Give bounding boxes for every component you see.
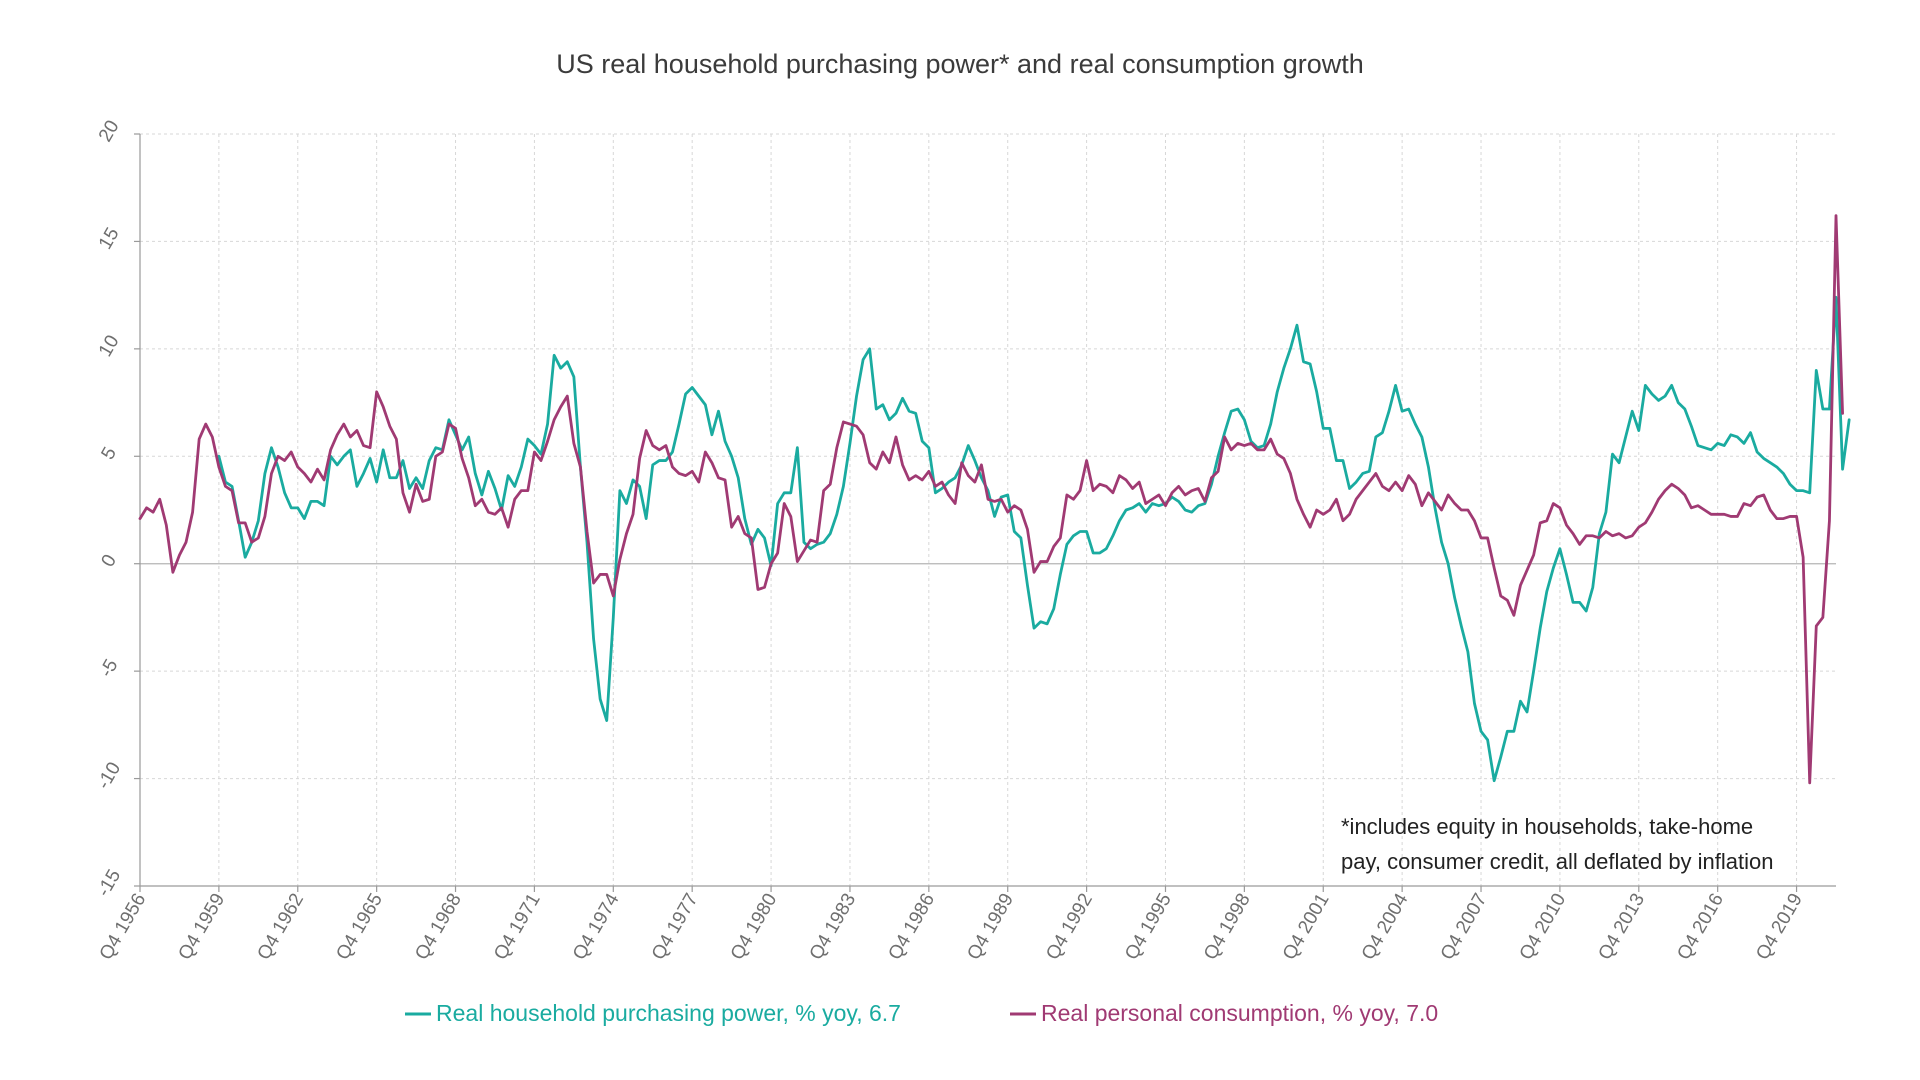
y-tick-label: -10: [93, 759, 125, 793]
x-tick-label: Q4 1998: [1200, 890, 1255, 964]
x-tick-label: Q4 2019: [1752, 890, 1807, 964]
x-tick-label: Q4 1971: [490, 890, 545, 964]
y-tick-label: 0: [97, 551, 120, 571]
x-tick-label: Q4 1983: [806, 890, 861, 964]
y-tick-label: -5: [96, 656, 123, 681]
axes: [139, 134, 1836, 887]
y-axis-ticks: 20 15 10 5 0 -5 -10 -15: [93, 117, 140, 900]
y-tick-label: 20: [95, 117, 124, 146]
legend-label-consumption: Real personal consumption, % yoy, 7.0: [1041, 1000, 1438, 1026]
x-tick-label: Q4 1974: [569, 890, 624, 964]
x-tick-label: Q4 2007: [1437, 890, 1492, 964]
y-tick-label: 5: [97, 444, 120, 464]
x-tick-label: Q4 1956: [96, 890, 151, 964]
x-tick-label: Q4 1962: [253, 890, 308, 964]
legend-item-consumption: Real personal consumption, % yoy, 7.0: [1010, 1000, 1438, 1026]
legend-label-purchasing-power: Real household purchasing power, % yoy, …: [436, 1000, 901, 1026]
x-tick-label: Q4 1986: [885, 890, 940, 964]
chart-title: US real household purchasing power* and …: [556, 49, 1363, 79]
x-tick-label: Q4 1968: [411, 890, 466, 964]
series-line-consumption: [138, 214, 1844, 785]
y-tick-label: 10: [95, 332, 124, 361]
x-tick-label: Q4 1980: [727, 890, 782, 964]
x-tick-label: Q4 2001: [1279, 890, 1334, 964]
x-tick-label: Q4 1992: [1042, 890, 1097, 964]
chart-note-line-2: pay, consumer credit, all deflated by in…: [1341, 849, 1774, 874]
grid-lines: [139, 133, 1836, 886]
x-tick-label: Q4 1959: [175, 890, 230, 964]
legend-item-purchasing-power: Real household purchasing power, % yoy, …: [405, 1000, 901, 1026]
x-tick-label: Q4 1977: [648, 890, 703, 964]
chart-note: *includes equity in households, take-hom…: [1341, 814, 1774, 874]
x-tick-label: Q4 1965: [332, 890, 387, 964]
x-tick-label: Q4 2016: [1673, 890, 1728, 964]
x-tick-label: Q4 2004: [1358, 890, 1413, 964]
series-group: [138, 214, 1851, 785]
series-line-purchasing-power: [217, 295, 1851, 783]
x-tick-label: Q4 1995: [1121, 890, 1176, 964]
x-tick-label: Q4 2013: [1594, 890, 1649, 964]
x-tick-label: Q4 1989: [963, 890, 1018, 964]
chart-note-line-1: *includes equity in households, take-hom…: [1341, 814, 1753, 839]
x-tick-label: Q4 2010: [1516, 890, 1571, 964]
legend: Real household purchasing power, % yoy, …: [405, 1000, 1438, 1026]
y-tick-label: 15: [95, 224, 124, 253]
x-axis-ticks: Q4 1956 Q4 1959 Q4 1962 Q4 1965 Q4 1968 Q4 19…: [96, 886, 1807, 964]
y-tick-label: -15: [93, 866, 125, 900]
